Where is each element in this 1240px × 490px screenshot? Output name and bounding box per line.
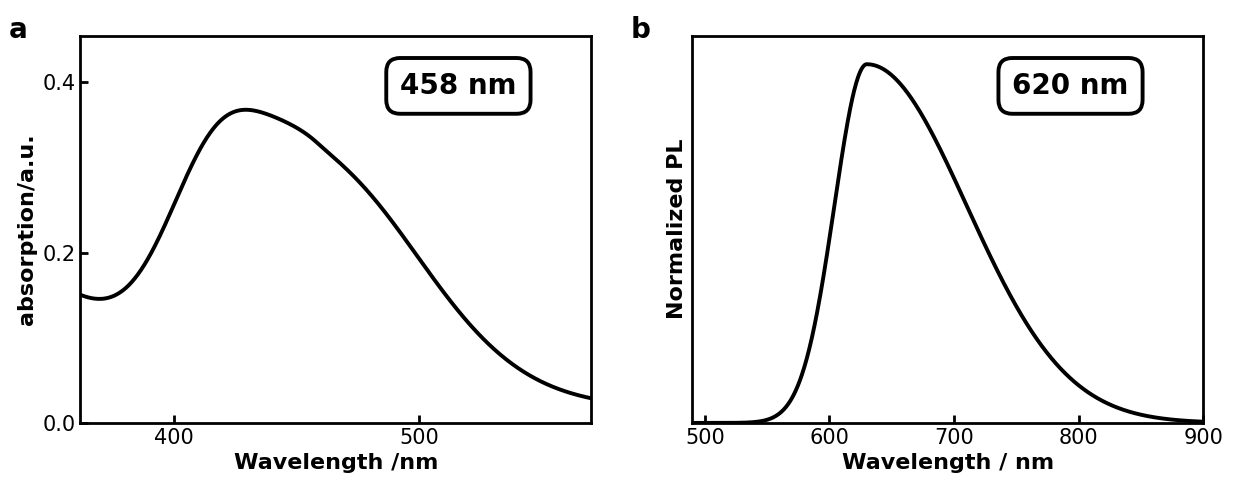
- X-axis label: Wavelength /nm: Wavelength /nm: [233, 453, 438, 473]
- Text: a: a: [9, 16, 27, 44]
- Y-axis label: absorption/a.u.: absorption/a.u.: [16, 133, 37, 325]
- Text: b: b: [631, 16, 651, 44]
- Y-axis label: Normalized PL: Normalized PL: [667, 139, 687, 319]
- Text: 458 nm: 458 nm: [401, 72, 517, 100]
- X-axis label: Wavelength / nm: Wavelength / nm: [842, 453, 1054, 473]
- Text: 620 nm: 620 nm: [1012, 72, 1128, 100]
